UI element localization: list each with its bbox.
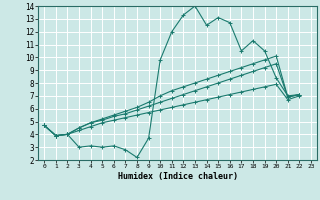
X-axis label: Humidex (Indice chaleur): Humidex (Indice chaleur) (118, 172, 238, 181)
